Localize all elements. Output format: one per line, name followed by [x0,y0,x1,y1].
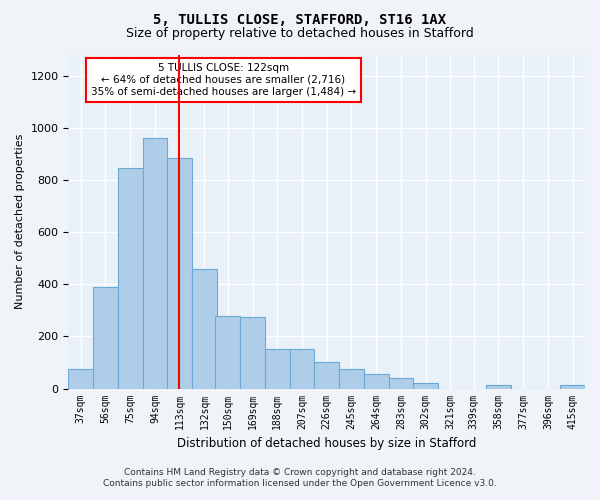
Bar [290,350,314,389]
Bar [265,350,290,389]
Bar [486,384,511,388]
Bar [364,374,389,388]
Text: Size of property relative to detached houses in Stafford: Size of property relative to detached ho… [126,28,474,40]
Bar [240,317,265,388]
Bar [93,287,118,388]
Bar [215,316,240,388]
Bar [413,384,438,388]
Bar [68,369,93,388]
Y-axis label: Number of detached properties: Number of detached properties [15,134,25,310]
Bar [143,138,167,388]
Text: 5 TULLIS CLOSE: 122sqm
← 64% of detached houses are smaller (2,716)
35% of semi-: 5 TULLIS CLOSE: 122sqm ← 64% of detached… [91,64,356,96]
Text: 5, TULLIS CLOSE, STAFFORD, ST16 1AX: 5, TULLIS CLOSE, STAFFORD, ST16 1AX [154,12,446,26]
Bar [389,378,413,388]
Bar [314,362,339,388]
Bar [560,384,585,388]
Text: Contains HM Land Registry data © Crown copyright and database right 2024.
Contai: Contains HM Land Registry data © Crown c… [103,468,497,487]
X-axis label: Distribution of detached houses by size in Stafford: Distribution of detached houses by size … [177,437,476,450]
Bar [192,268,217,388]
Bar [339,369,364,388]
Bar [167,158,192,388]
Bar [118,168,143,388]
